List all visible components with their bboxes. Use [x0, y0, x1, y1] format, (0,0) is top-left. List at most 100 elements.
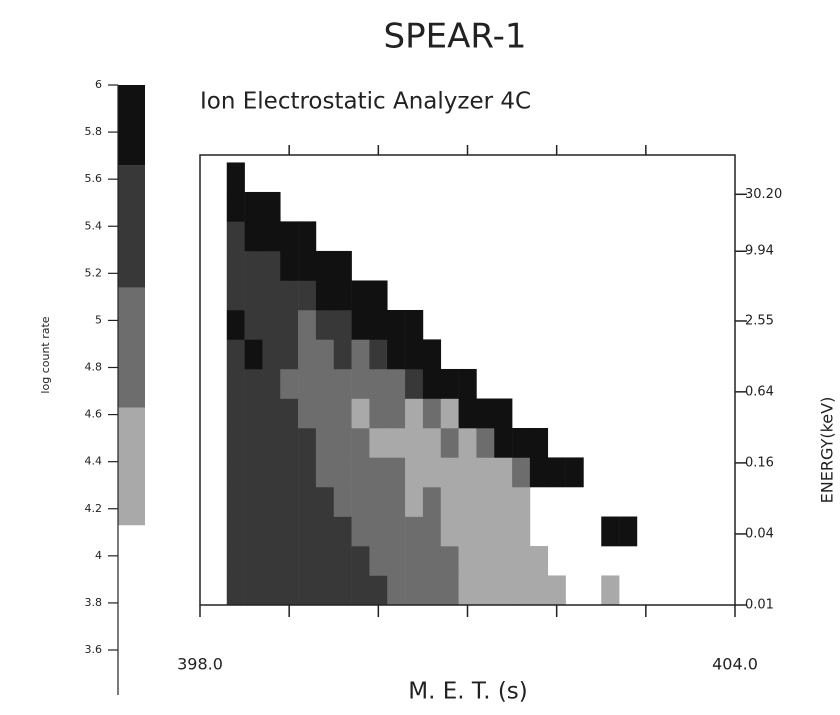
heatmap-cell	[280, 280, 299, 311]
heatmap-cell	[351, 457, 370, 488]
heatmap-cell	[422, 457, 442, 488]
heatmap-cell	[351, 428, 370, 458]
heatmap-cell	[262, 191, 281, 222]
heatmap-cell	[226, 368, 245, 399]
heatmap-cell	[476, 546, 495, 576]
heatmap-cell	[440, 398, 459, 429]
heatmap-cell	[387, 516, 406, 547]
heatmap-cell	[351, 486, 370, 517]
colorbar-label: log count rate	[39, 316, 52, 393]
heatmap-cell	[298, 516, 317, 547]
heatmap-cell	[315, 575, 335, 606]
heatmap-cell	[280, 428, 299, 458]
heatmap-cell	[547, 457, 566, 488]
heatmap-cell	[619, 516, 638, 547]
heatmap-cell	[333, 339, 352, 370]
heatmap-cell	[405, 398, 424, 429]
chart-subtitle: Ion Electrostatic Analyzer 4C	[200, 89, 531, 115]
y-tick-label: 30.20	[745, 187, 782, 202]
heatmap-cell	[387, 428, 406, 458]
heatmap-cell	[387, 457, 406, 488]
heatmap-cell	[494, 457, 513, 488]
colorbar-band	[118, 287, 145, 408]
heatmap-cell	[262, 221, 281, 252]
heatmap-cell	[244, 309, 263, 340]
heatmap-cell	[494, 486, 513, 517]
heatmap-cell	[387, 546, 406, 576]
heatmap-cell	[458, 546, 477, 576]
heatmap-cell	[529, 428, 549, 458]
heatmap-cell	[351, 280, 370, 311]
heatmap-cell	[369, 339, 388, 370]
heatmap-cell	[369, 575, 388, 606]
colorbar-band	[118, 165, 145, 288]
heatmap-cell	[351, 368, 370, 399]
heatmap-cell	[280, 339, 299, 370]
heatmap-cell	[280, 575, 299, 606]
heatmap-cell	[422, 398, 442, 429]
heatmap-cell	[315, 250, 335, 281]
heatmap-cell	[369, 486, 388, 517]
heatmap-cell	[440, 368, 459, 399]
heatmap-cell	[333, 309, 352, 340]
heatmap-cell	[494, 575, 513, 606]
heatmap-cell	[298, 309, 317, 340]
heatmap-cell	[226, 398, 245, 429]
y-tick-label: 0.01	[745, 598, 774, 613]
heatmap-cell	[244, 280, 263, 311]
heatmap-cell	[280, 398, 299, 429]
heatmap-cell	[333, 398, 352, 429]
heatmap-cell	[494, 546, 513, 576]
heatmap-cell	[262, 457, 281, 488]
heatmap-cell	[298, 221, 317, 252]
heatmap-cell	[298, 398, 317, 429]
heatmap-cell	[405, 516, 424, 547]
heatmap-cell	[244, 339, 263, 370]
heatmap-cell	[369, 428, 388, 458]
heatmap-cell	[333, 280, 352, 311]
heatmap-cell	[351, 575, 370, 606]
heatmap-cell	[351, 339, 370, 370]
heatmap-cell	[440, 428, 459, 458]
heatmap-cell	[333, 575, 352, 606]
heatmap-cell	[512, 457, 531, 488]
colorbar-tick-label: 3.8	[85, 596, 103, 609]
heatmap-cell	[440, 546, 459, 576]
heatmap-cell	[369, 398, 388, 429]
heatmap-cell	[351, 309, 370, 340]
heatmap-cell	[298, 457, 317, 488]
heatmap-cell	[262, 398, 281, 429]
heatmap-cell	[226, 191, 245, 222]
chart-title: SPEAR-1	[384, 17, 527, 57]
heatmap-cell	[405, 309, 424, 340]
heatmap-cell	[315, 339, 335, 370]
heatmap-cell	[280, 368, 299, 399]
y-axis-label: ENERGY(keV)	[818, 397, 837, 504]
heatmap-cell	[458, 486, 477, 517]
heatmap-cell	[280, 486, 299, 517]
heatmap-cell	[333, 546, 352, 576]
heatmap-cell	[262, 250, 281, 281]
heatmap-cell	[244, 516, 263, 547]
colorbar-tick-label: 4.2	[85, 502, 103, 515]
heatmap-cell	[244, 250, 263, 281]
y-tick-label: 0.16	[745, 455, 774, 470]
heatmap-cell	[244, 191, 263, 222]
heatmap-cell	[369, 516, 388, 547]
heatmap-cell	[387, 368, 406, 399]
heatmap-cell	[262, 575, 281, 606]
heatmap-cell	[226, 309, 245, 340]
heatmap-cell	[315, 428, 335, 458]
colorbar-tick-label: 5	[95, 313, 102, 326]
heatmap-cell	[351, 516, 370, 547]
heatmap-cell	[333, 368, 352, 399]
heatmap-cell	[422, 516, 442, 547]
heatmap-cell	[601, 516, 620, 547]
colorbar-tick-label: 4.6	[85, 408, 103, 421]
heatmap-cell	[262, 280, 281, 311]
heatmap-cell	[422, 546, 442, 576]
heatmap-cell	[298, 280, 317, 311]
heatmap-cell	[529, 546, 549, 576]
heatmap-cell	[262, 486, 281, 517]
